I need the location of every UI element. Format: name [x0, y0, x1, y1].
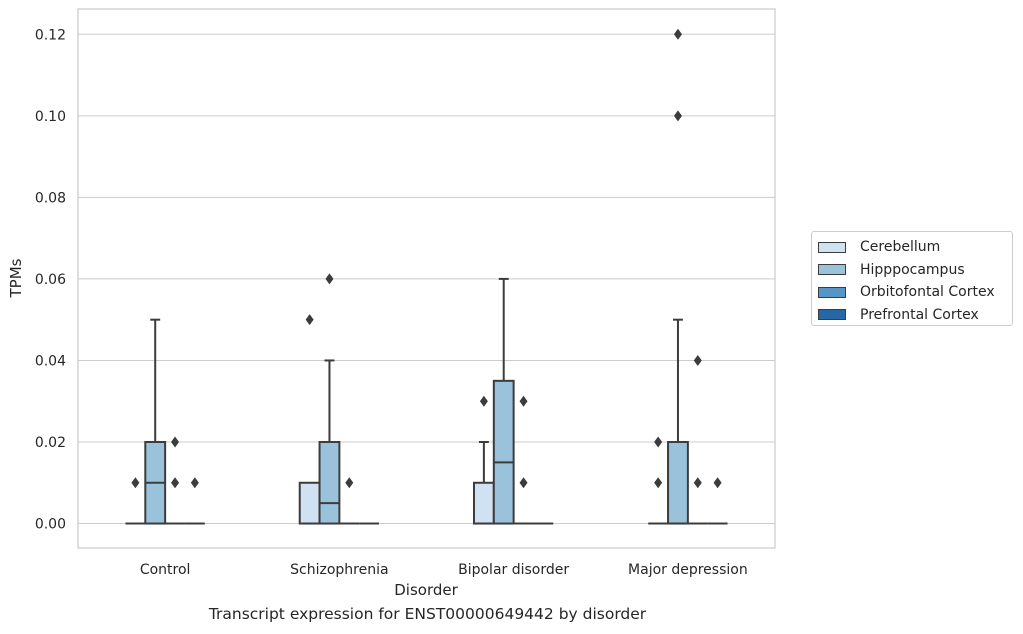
box-body: [492, 379, 515, 525]
plot-marks: [125, 28, 728, 525]
plot-frame: [77, 8, 776, 549]
box-1-2: [492, 277, 515, 525]
legend: Cerebellum Hipppocampus Orbitofontal Cor…: [811, 231, 1013, 326]
y-tick-label: 0.08: [35, 190, 66, 206]
outlier-point: [673, 110, 682, 122]
y-tick-label: 0.12: [35, 27, 66, 43]
outlier-point: [171, 436, 180, 448]
x-tick-label: Bipolar disorder: [458, 562, 569, 578]
box-3-0: [184, 477, 205, 525]
outlier-point: [479, 395, 488, 407]
legend-swatch-prefrontal-cortex: [818, 309, 846, 321]
x-axis-title: Disorder: [394, 581, 458, 599]
legend-swatch-cerebellum: [818, 241, 846, 253]
box-2-0: [165, 436, 185, 525]
outlier-point: [673, 28, 682, 40]
box-0-2: [472, 395, 495, 525]
outlier-point: [654, 436, 663, 448]
outlier-point: [693, 354, 702, 366]
box-1-0: [144, 318, 167, 525]
outlier-point: [519, 477, 528, 489]
outlier-point: [345, 477, 354, 489]
y-tick-label: 0.10: [35, 109, 66, 125]
box-3-3: [707, 477, 728, 525]
box-0-1: [298, 314, 321, 525]
box-body: [298, 481, 321, 525]
box-2-2: [513, 395, 534, 525]
legend-label-orbitofrontal-cortex: Orbitofontal Cortex: [860, 284, 995, 301]
box-body: [472, 481, 495, 525]
legend-label-prefrontal-cortex: Prefrontal Cortex: [860, 306, 979, 323]
y-tick-labels: 0.00 0.02 0.04 0.06 0.08 0.10 0.12: [35, 27, 66, 532]
legend-swatch-orbitofrontal-cortex: [818, 286, 846, 298]
x-tick-label: Control: [140, 562, 191, 578]
chart-caption: Transcript expression for ENST0000064944…: [208, 605, 647, 623]
y-axis-title: TPMs: [7, 258, 25, 298]
outlier-point: [305, 314, 314, 326]
box-1-3: [667, 28, 689, 525]
box-2-3: [687, 354, 708, 525]
outlier-point: [713, 477, 722, 489]
x-tick-labels: Control Schizophrenia Bipolar disorder Majo…: [140, 562, 748, 578]
y-tick-label: 0.06: [35, 272, 66, 288]
outlier-point: [171, 477, 180, 489]
outlier-point: [190, 477, 199, 489]
box-body: [667, 440, 689, 525]
legend-label-cerebellum: Cerebellum: [860, 239, 941, 256]
box-body: [318, 440, 341, 525]
x-tick-label: Major depression: [628, 562, 748, 578]
legend-label-hippocampus: Hipppocampus: [860, 261, 965, 278]
outlier-point: [519, 395, 528, 407]
box-2-1: [339, 477, 360, 525]
outlier-point: [325, 273, 334, 285]
box-0-0: [125, 477, 146, 525]
box-1-1: [318, 273, 341, 525]
y-tick-label: 0.00: [35, 517, 66, 533]
legend-item-prefrontal-cortex: Prefrontal Cortex: [818, 304, 1012, 327]
legend-item-orbitofrontal-cortex: Orbitofontal Cortex: [818, 281, 1012, 304]
y-tick-label: 0.04: [35, 353, 66, 369]
y-tick-label: 0.02: [35, 435, 66, 451]
legend-item-hippocampus: Hipppocampus: [818, 259, 1012, 282]
outlier-point: [131, 477, 140, 489]
legend-item-cerebellum: Cerebellum: [818, 236, 1012, 259]
x-tick-label: Schizophrenia: [290, 562, 388, 578]
outlier-point: [654, 477, 663, 489]
legend-swatch-hippocampus: [818, 264, 846, 276]
outlier-point: [693, 477, 702, 489]
box-0-3: [648, 436, 669, 525]
gridlines: [78, 33, 775, 525]
